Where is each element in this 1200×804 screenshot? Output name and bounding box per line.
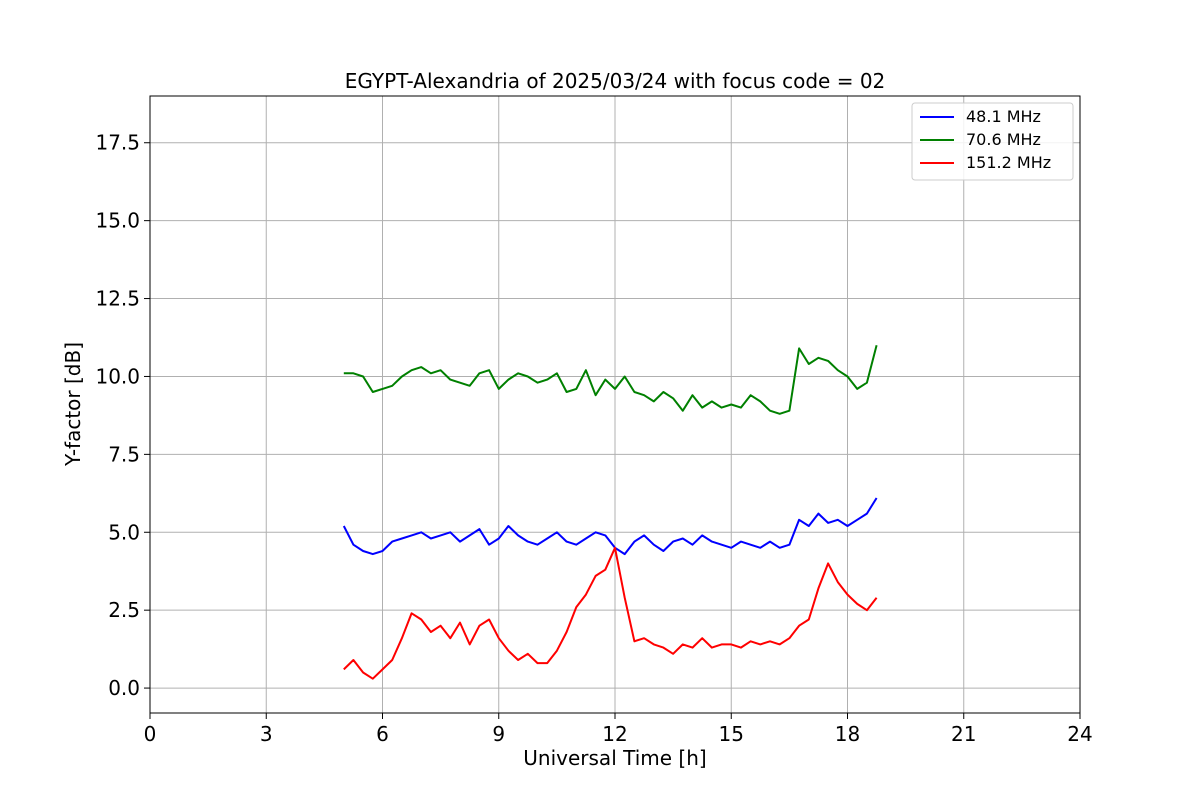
x-tick-label: 12	[602, 722, 627, 746]
x-tick-label: 3	[260, 722, 273, 746]
legend: 48.1 MHz 70.6 MHz 151.2 MHz	[911, 102, 1074, 181]
y-tick-label: 10.0	[95, 364, 140, 388]
y-tick-label: 12.5	[95, 287, 140, 311]
y-tick-label: 17.5	[95, 131, 140, 155]
x-tick-label: 6	[376, 722, 389, 746]
y-axis-title: Y-factor [dB]	[61, 342, 85, 467]
chart-title: EGYPT-Alexandria of 2025/03/24 with focu…	[345, 69, 886, 93]
x-tick-label: 24	[1067, 722, 1092, 746]
series-layer	[342, 345, 878, 680]
plot-area	[342, 345, 878, 680]
x-axis-title: Universal Time [h]	[523, 746, 706, 770]
legend-box	[911, 102, 1074, 181]
y-tick-label: 0.0	[108, 676, 140, 700]
legend-label-1: 48.1 MHz	[966, 107, 1041, 126]
x-tick-label: 21	[951, 722, 976, 746]
y-axis-ticks: 0.0 2.5 5.0 7.5 10.0 12.5 15.0 17.5	[95, 131, 150, 700]
x-axis-ticks: 0 3 6 9 12 15 18 21 24	[144, 713, 1093, 746]
y-tick-label: 2.5	[108, 598, 140, 622]
legend-label-2: 70.6 MHz	[966, 130, 1041, 149]
x-tick-label: 15	[719, 722, 744, 746]
legend-label-3: 151.2 MHz	[966, 153, 1051, 172]
y-tick-label: 7.5	[108, 442, 140, 466]
x-tick-label: 9	[492, 722, 505, 746]
y-tick-label: 5.0	[108, 520, 140, 544]
series-line-1	[342, 497, 878, 556]
series-line-3	[343, 546, 878, 680]
series-line-2	[343, 345, 878, 415]
x-tick-label: 0	[144, 722, 157, 746]
x-tick-label: 18	[835, 722, 860, 746]
y-tick-label: 15.0	[95, 209, 140, 233]
